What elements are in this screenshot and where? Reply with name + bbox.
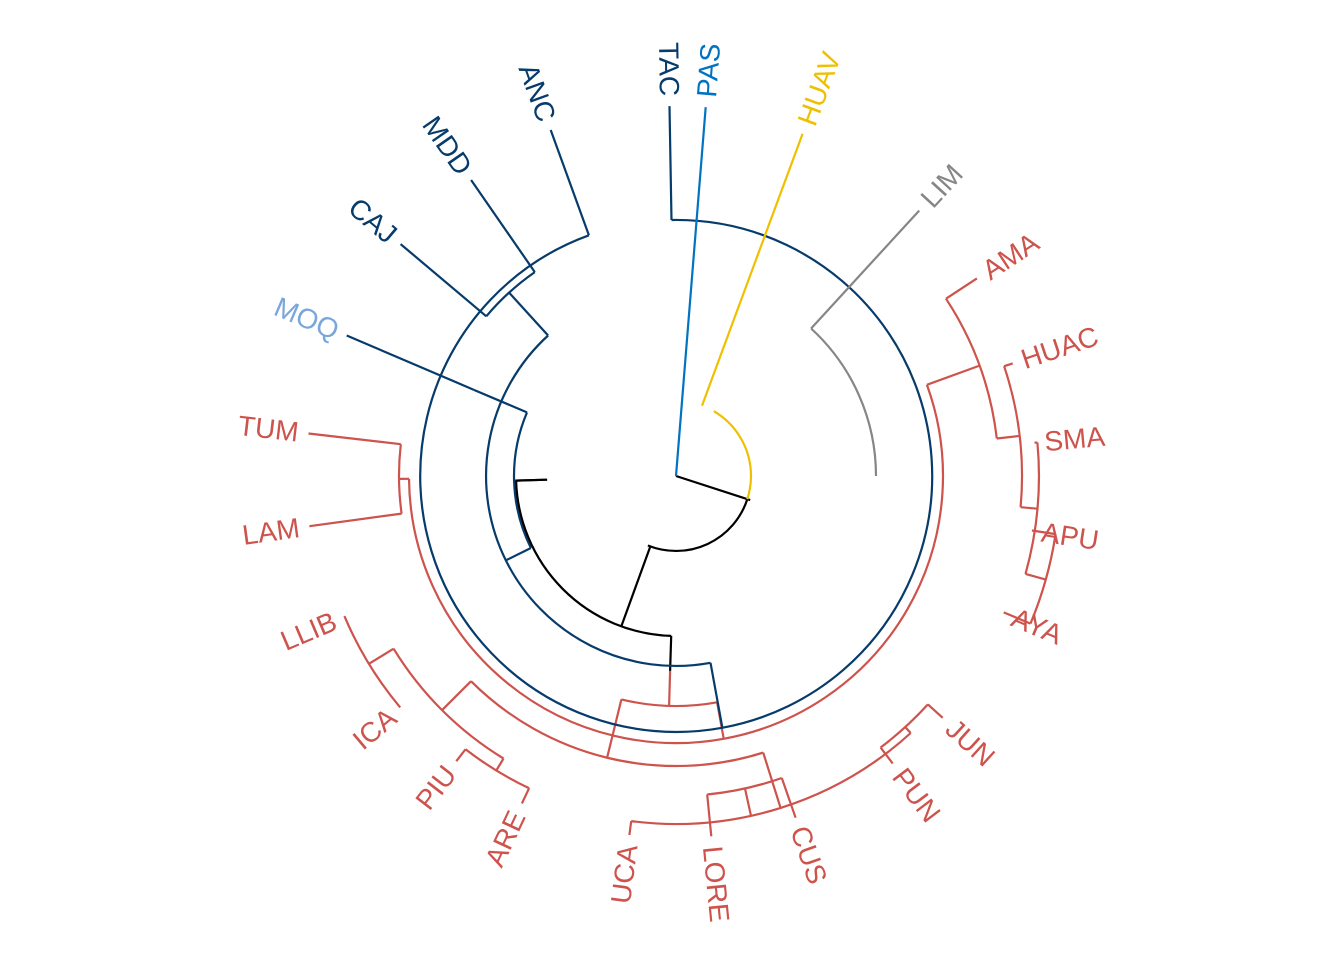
branch-radial-61 — [711, 663, 723, 728]
branch-arc-74 — [747, 476, 751, 499]
branch-radial-2 — [1004, 363, 1013, 366]
branch-radial-44 — [669, 671, 670, 706]
branch-radial-50 — [401, 244, 487, 316]
branch-arc-33 — [707, 778, 782, 795]
branch-radial-77 — [702, 134, 803, 406]
branch-radial-36 — [928, 704, 943, 717]
branch-arc-76 — [714, 411, 751, 476]
branch-arc-68 — [516, 481, 671, 636]
dendrogram-branches — [309, 106, 1056, 836]
branch-radial-13 — [927, 366, 980, 385]
branch-radial-11 — [997, 436, 1020, 439]
branch-radial-67 — [516, 480, 547, 481]
leaf-label-tac: TAC — [653, 42, 685, 96]
branch-radial-71 — [621, 547, 650, 627]
branch-radial-69 — [676, 476, 750, 500]
branch-arc-70 — [648, 499, 747, 551]
leaf-label-lore: LORE — [697, 845, 735, 924]
branch-radial-55 — [509, 293, 548, 336]
leaf-label-huav: HUAV — [792, 48, 847, 130]
leaf-label-jun: JUN — [940, 713, 1001, 773]
branch-radial-29 — [442, 681, 471, 710]
branch-radial-32 — [782, 778, 796, 818]
leaf-label-mdd: MDD — [416, 111, 478, 181]
branch-radial-14 — [309, 434, 401, 445]
branch-radial-56 — [551, 130, 589, 235]
branch-radial-34 — [745, 789, 751, 816]
leaf-label-huac: HUAC — [1017, 320, 1102, 375]
branch-radial-30 — [629, 821, 631, 835]
branch-arc-41 — [471, 681, 763, 766]
branch-arc-37 — [881, 704, 928, 747]
branch-radial-38 — [905, 727, 910, 733]
branch-arc-78 — [811, 329, 876, 477]
branch-radial-23 — [369, 649, 394, 664]
branch-radial-63 — [506, 548, 531, 560]
branch-radial-7 — [1026, 574, 1046, 580]
leaf-label-caj: CAJ — [343, 192, 403, 250]
branch-radial-15 — [309, 514, 401, 527]
branch-radial-27 — [496, 759, 503, 771]
leaf-label-pun: PUN — [886, 762, 946, 828]
branch-radial-31 — [707, 795, 711, 837]
leaf-label-apu: APU — [1039, 517, 1101, 556]
leaf-label-anc: ANC — [513, 60, 562, 126]
branch-radial-25 — [522, 788, 529, 803]
leaf-label-ama: AMA — [977, 226, 1045, 285]
leaf-label-uca: UCA — [605, 843, 643, 906]
leaf-label-lim: LIM — [915, 158, 969, 213]
branch-radial-42 — [607, 699, 621, 757]
leaf-label-sma: SMA — [1043, 421, 1107, 458]
branch-radial-1 — [946, 278, 977, 298]
leaf-label-piu: PIU — [409, 760, 462, 816]
branch-radial-9 — [1021, 507, 1038, 509]
leaf-label-ica: ICA — [347, 702, 403, 756]
leaf-label-pas: PAS — [691, 42, 726, 98]
branch-radial-57 — [670, 106, 672, 198]
leaf-label-moq: MOQ — [270, 291, 344, 346]
branch-radial-47 — [347, 336, 474, 390]
leaf-label-are: ARE — [479, 806, 532, 871]
leaf-label-llib: LLIB — [276, 606, 341, 657]
leaf-label-cus: CUS — [784, 822, 833, 888]
branch-radial-73 — [676, 107, 706, 476]
branch-radial-24 — [456, 749, 465, 761]
leaf-label-aya: AYA — [1007, 602, 1067, 651]
leaf-label-tum: TUM — [236, 410, 300, 448]
leaf-label-lam: LAM — [240, 512, 301, 551]
branch-radial-51 — [471, 180, 519, 249]
